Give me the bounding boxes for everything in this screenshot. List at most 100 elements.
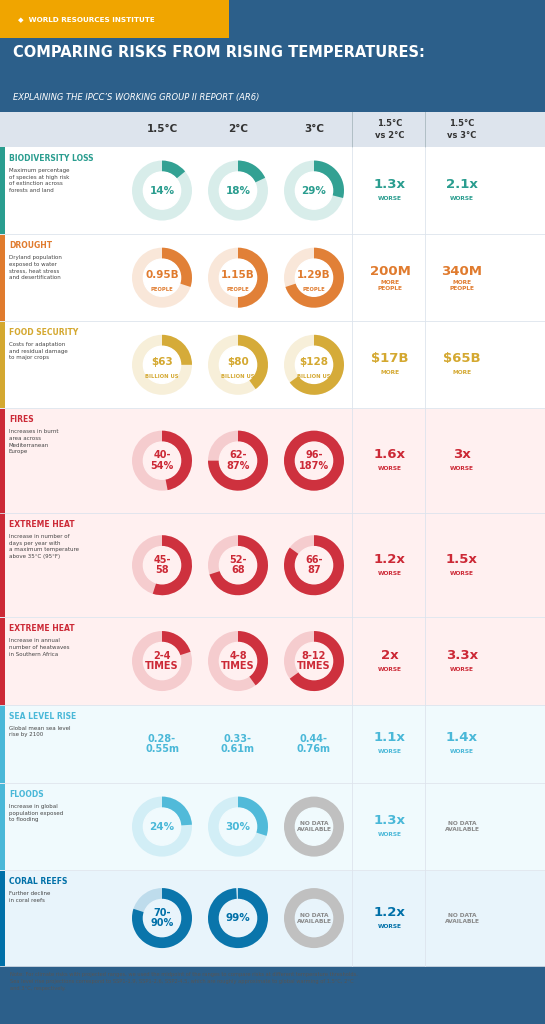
Text: NO DATA
AVAILABLE: NO DATA AVAILABLE [296,821,331,833]
Wedge shape [208,248,268,307]
Wedge shape [153,536,192,595]
Wedge shape [284,431,344,490]
Wedge shape [238,248,268,307]
Circle shape [143,642,180,680]
Circle shape [220,899,257,937]
Wedge shape [208,888,268,948]
Text: WORSE: WORSE [450,196,474,201]
Bar [0,234,545,322]
Text: MORE: MORE [380,371,399,376]
Text: NO DATA
AVAILABLE: NO DATA AVAILABLE [445,821,480,833]
Text: WORSE: WORSE [450,466,474,471]
Text: 0.95B: 0.95B [145,269,179,280]
Wedge shape [208,797,268,857]
Text: FOOD SECURITY: FOOD SECURITY [9,329,78,337]
Wedge shape [208,536,268,595]
Text: PEOPLE: PEOPLE [227,287,250,292]
Text: BILLION US: BILLION US [221,374,255,379]
Text: 3x: 3x [453,449,471,461]
Text: WORSE: WORSE [378,570,402,575]
Text: COMPARING RISKS FROM RISING TEMPERATURES:: COMPARING RISKS FROM RISING TEMPERATURES… [13,45,425,60]
Text: EXTREME HEAT: EXTREME HEAT [9,520,75,529]
Text: EXPLAINING THE IPCC’S WORKING GROUP II REPORT (AR6): EXPLAINING THE IPCC’S WORKING GROUP II R… [13,93,259,102]
Text: DROUGHT: DROUGHT [9,241,52,250]
Text: MORE: MORE [452,371,471,376]
Circle shape [220,808,257,845]
Wedge shape [209,536,268,595]
Wedge shape [284,161,344,220]
Text: EXTREME HEAT: EXTREME HEAT [9,625,75,634]
Text: 8-12
TIMES: 8-12 TIMES [297,651,331,672]
Text: 2-4
TIMES: 2-4 TIMES [145,651,179,672]
Text: 14%: 14% [149,185,174,196]
Bar [0,870,5,966]
Text: WORSE: WORSE [378,196,402,201]
Bar [0,112,545,966]
Circle shape [143,899,180,937]
Wedge shape [132,161,192,220]
Bar [0,234,5,322]
Bar [0,0,229,38]
Text: 1.15B: 1.15B [221,269,255,280]
Text: $65B: $65B [443,352,481,366]
Text: 1.5°C
vs 2°C: 1.5°C vs 2°C [376,120,405,139]
Bar [0,706,5,783]
Circle shape [220,547,257,584]
Bar [0,618,5,705]
Text: Dryland population
exposed to water
stress, heat stress
and desertification: Dryland population exposed to water stre… [9,255,62,280]
Text: 1.2x: 1.2x [374,553,406,565]
Circle shape [295,259,332,296]
Circle shape [143,547,180,584]
Text: WORSE: WORSE [450,570,474,575]
Text: 40-
54%: 40- 54% [150,451,174,471]
Text: Increases in burnt
area across
Mediterranean
Europe: Increases in burnt area across Mediterra… [9,429,58,455]
Text: 66-
87: 66- 87 [305,555,323,575]
Bar [0,322,5,409]
Text: 1.3x: 1.3x [374,178,406,191]
Wedge shape [208,335,268,395]
Text: BILLION US: BILLION US [297,374,331,379]
Text: Maximum percentage
of species at high risk
of extinction across
forests and land: Maximum percentage of species at high ri… [9,168,70,193]
Bar [0,322,545,409]
Circle shape [143,442,180,479]
Text: WORSE: WORSE [378,924,402,929]
Circle shape [295,642,332,680]
Wedge shape [162,335,192,365]
Wedge shape [162,631,191,655]
Wedge shape [208,431,268,490]
Text: 1.1x: 1.1x [374,731,406,744]
Text: 1.29B: 1.29B [297,269,331,280]
Wedge shape [284,631,344,691]
Wedge shape [314,161,344,198]
Text: 0.28-
0.55m: 0.28- 0.55m [145,733,179,754]
Text: WORSE: WORSE [378,667,402,672]
Text: Note: For climate risks with projected ranges, we used the midpoint of the range: Note: For climate risks with projected r… [10,972,358,990]
Circle shape [295,547,332,584]
Wedge shape [132,797,192,857]
Wedge shape [284,335,344,395]
Text: $17B: $17B [371,352,409,366]
Wedge shape [208,631,268,691]
Text: 2.1x: 2.1x [446,178,478,191]
Text: PEOPLE: PEOPLE [302,287,325,292]
Text: 52-
68: 52- 68 [229,555,247,575]
Text: 62-
87%: 62- 87% [226,451,250,471]
Text: NO DATA
AVAILABLE: NO DATA AVAILABLE [445,912,480,924]
Bar [0,409,545,513]
Text: WORSE: WORSE [450,750,474,755]
Text: 96-
187%: 96- 187% [299,451,329,471]
Wedge shape [284,536,344,595]
Circle shape [143,172,180,209]
Wedge shape [284,797,344,857]
Bar [0,112,545,147]
Text: FIRES: FIRES [9,416,34,424]
Text: 1.2x: 1.2x [374,905,406,919]
Wedge shape [132,536,192,595]
Text: 3°C: 3°C [304,125,324,134]
Circle shape [295,899,332,937]
Circle shape [220,346,257,383]
Text: Increase in global
population exposed
to flooding: Increase in global population exposed to… [9,804,63,822]
Circle shape [220,642,257,680]
Wedge shape [132,631,192,691]
Text: 1.3x: 1.3x [374,814,406,827]
